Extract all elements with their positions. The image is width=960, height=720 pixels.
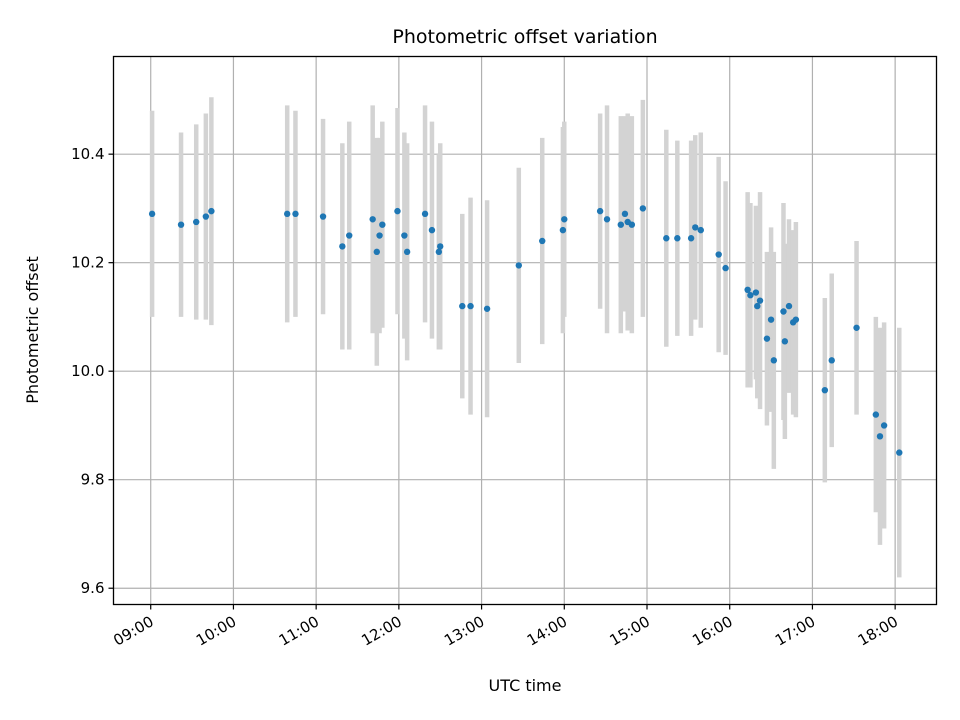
data-point [785, 302, 793, 310]
error-bars [149, 97, 902, 578]
data-point [346, 232, 353, 239]
data-point [715, 251, 722, 258]
x-tick-label: 18:00 [855, 612, 901, 649]
y-axis-ticks: 9.6 9.8 10.0 10.2 10.4 [71, 145, 114, 597]
data-point [792, 316, 800, 323]
data-point [148, 210, 156, 218]
data-point [177, 221, 185, 228]
data-point [617, 221, 625, 228]
data-point [467, 302, 474, 310]
data-point [428, 226, 436, 234]
y-tick-label: 10.4 [71, 145, 104, 163]
data-point [756, 297, 764, 304]
data-point [876, 433, 884, 440]
x-tick-label: 17:00 [772, 612, 818, 649]
data-point [687, 235, 695, 242]
data-point [373, 248, 381, 256]
data-point [767, 316, 775, 323]
y-tick-label: 9.8 [81, 471, 105, 489]
chart-title: Photometric offset variation [392, 26, 657, 48]
data-point [559, 226, 567, 234]
data-point [780, 308, 787, 315]
x-tick-label: 13:00 [441, 612, 487, 649]
data-point [292, 210, 299, 218]
data-point [603, 216, 611, 223]
data-point [202, 213, 210, 220]
data-point [339, 243, 346, 250]
data-point [379, 221, 386, 228]
data-point [421, 210, 429, 218]
data-point [697, 226, 704, 234]
data-point [754, 302, 761, 310]
data-point [539, 237, 546, 245]
data-point [394, 207, 401, 215]
data-point [193, 218, 200, 226]
y-gridlines [113, 153, 937, 589]
data-point [515, 262, 522, 269]
x-tick-label: 10:00 [193, 612, 239, 649]
data-point [283, 210, 291, 218]
data-point [896, 449, 903, 456]
y-tick-label: 10.2 [71, 254, 104, 272]
data-point [639, 205, 647, 212]
data-point [663, 235, 670, 242]
data-point [401, 232, 408, 239]
x-tick-label: 14:00 [524, 612, 570, 649]
data-point [828, 357, 835, 364]
data-point [376, 232, 383, 239]
data-point [770, 357, 778, 364]
data-point [596, 207, 604, 215]
data-point [744, 286, 751, 294]
data-point [628, 221, 636, 228]
plot-frame [112, 55, 938, 606]
data-point [437, 243, 444, 250]
data-point [561, 216, 568, 223]
data-point [621, 210, 629, 218]
data-point [880, 422, 888, 429]
x-tick-label: 15:00 [607, 612, 653, 649]
data-point [459, 302, 466, 310]
data-point [853, 324, 860, 331]
data-point [821, 386, 829, 394]
x-axis-ticks: 09:00 10:00 11:00 12:00 13:00 14:00 15:00 16:00… [110, 604, 901, 650]
data-point [435, 248, 443, 256]
x-tick-label: 12:00 [358, 612, 404, 649]
data-point [747, 292, 754, 299]
x-tick-label: 16:00 [689, 612, 735, 649]
data-point [752, 289, 760, 296]
x-axis-label: UTC time [489, 676, 562, 695]
data-point [872, 411, 880, 418]
y-tick-label: 9.6 [81, 579, 105, 597]
data-point [781, 338, 789, 345]
data-point [674, 235, 681, 242]
y-axis-label: Photometric offset [23, 256, 42, 404]
data-point [319, 213, 327, 220]
x-tick-label: 11:00 [276, 612, 322, 649]
data-point [763, 335, 771, 342]
x-tick-label: 09:00 [110, 612, 156, 649]
data-points [148, 205, 903, 456]
data-point [208, 207, 215, 215]
data-point [369, 216, 376, 223]
data-point [722, 264, 729, 272]
data-point [692, 224, 699, 231]
data-point [483, 305, 491, 312]
data-point [403, 248, 411, 256]
y-tick-label: 10.0 [71, 362, 104, 380]
